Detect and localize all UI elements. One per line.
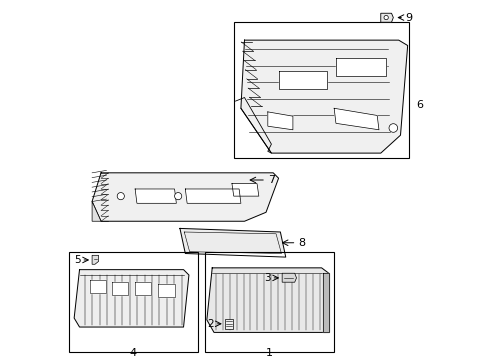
Polygon shape	[278, 71, 326, 89]
Polygon shape	[112, 282, 128, 295]
Polygon shape	[158, 284, 174, 297]
Polygon shape	[267, 112, 292, 130]
Text: 5: 5	[74, 255, 81, 265]
Polygon shape	[333, 108, 378, 130]
Polygon shape	[282, 273, 296, 282]
Polygon shape	[380, 13, 392, 22]
Text: 4: 4	[129, 347, 137, 357]
Text: 8: 8	[298, 238, 305, 248]
Text: 6: 6	[416, 100, 423, 110]
Polygon shape	[241, 40, 407, 153]
Circle shape	[388, 124, 397, 132]
Circle shape	[174, 193, 182, 200]
Polygon shape	[323, 273, 328, 332]
Bar	[204, 252, 333, 352]
Polygon shape	[92, 173, 278, 221]
Polygon shape	[206, 268, 328, 332]
Text: 7: 7	[267, 175, 274, 185]
Polygon shape	[185, 189, 241, 203]
Polygon shape	[180, 228, 285, 257]
Polygon shape	[74, 270, 188, 327]
Bar	[233, 22, 408, 158]
Polygon shape	[92, 255, 99, 264]
Circle shape	[117, 193, 124, 200]
Bar	[69, 252, 198, 352]
Polygon shape	[231, 184, 258, 196]
Polygon shape	[135, 282, 151, 295]
Text: 1: 1	[265, 347, 272, 357]
Polygon shape	[335, 58, 386, 76]
Text: 9: 9	[405, 13, 411, 23]
Circle shape	[383, 15, 387, 20]
Polygon shape	[135, 189, 176, 203]
Text: 2: 2	[207, 319, 214, 329]
Text: 3: 3	[264, 273, 270, 283]
Polygon shape	[92, 202, 101, 221]
Polygon shape	[90, 280, 106, 293]
Bar	[224, 319, 232, 329]
